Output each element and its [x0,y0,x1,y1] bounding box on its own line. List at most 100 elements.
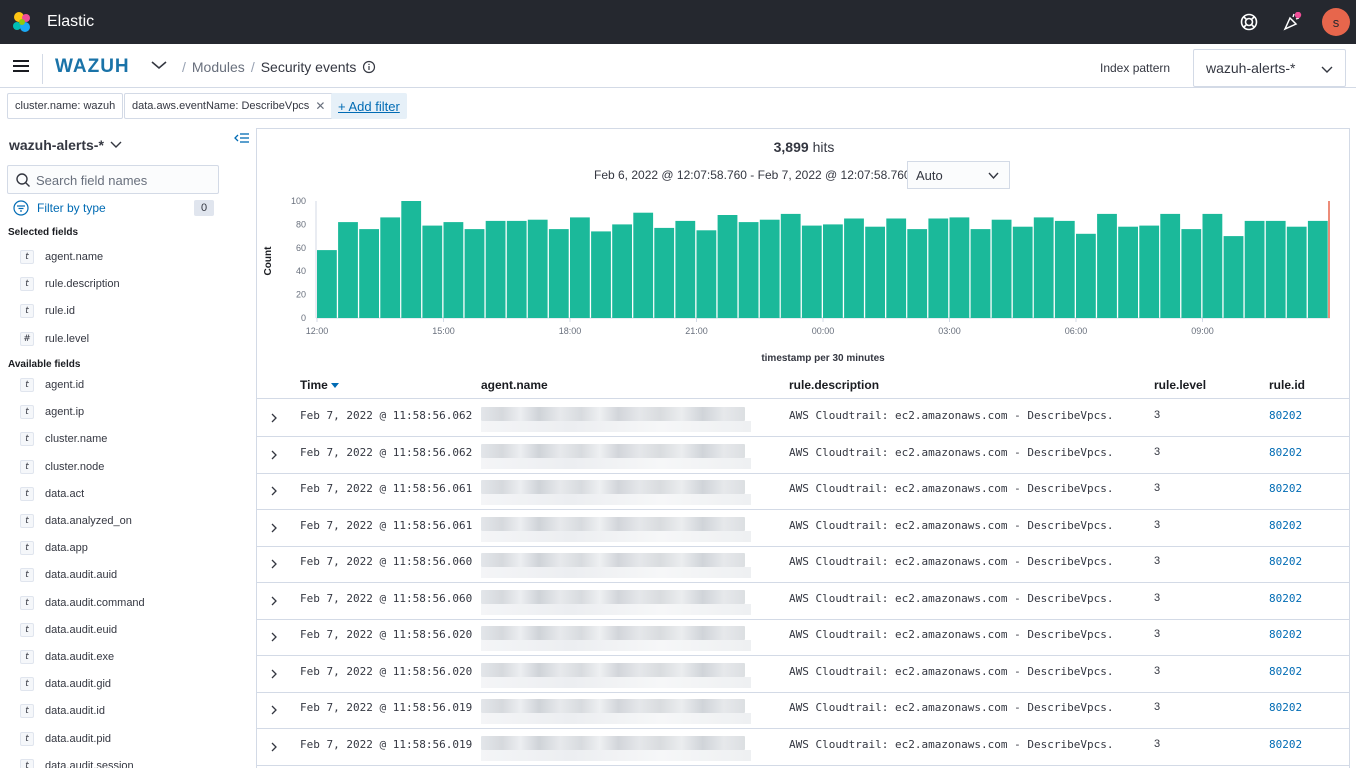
table-row[interactable]: Feb 7, 2022 @ 11:58:56.061 AWS Cloudtrail… [257,473,1349,510]
histogram-bar[interactable] [633,212,654,318]
histogram-bar[interactable] [949,217,970,318]
table-row[interactable]: Feb 7, 2022 @ 11:58:56.060 AWS Cloudtrail… [257,546,1349,583]
field-item[interactable]: t data.audit.exe [20,648,114,666]
chevron-right-icon[interactable] [269,486,279,496]
histogram-bar[interactable] [485,220,506,318]
histogram-bar[interactable] [1076,233,1096,318]
field-item[interactable]: # rule.level [20,330,89,348]
field-item[interactable]: t data.audit.auid [20,566,117,584]
field-item[interactable]: t data.audit.session [20,757,134,768]
field-item[interactable]: t data.app [20,539,88,557]
field-item[interactable]: t agent.id [20,376,84,394]
histogram-bar[interactable] [1286,226,1307,318]
help-icon[interactable] [1239,12,1259,32]
histogram-bar[interactable] [801,225,822,318]
chevron-right-icon[interactable] [269,450,279,460]
histogram-chart[interactable]: 0 20 40 60 80 100 Count 12:00 15:00 18:00 21:00 00:… [257,191,1349,367]
histogram-bar[interactable] [907,229,928,318]
histogram-bar[interactable] [1033,217,1054,318]
table-row[interactable]: Feb 7, 2022 @ 11:58:56.019 AWS Cloudtrail… [257,692,1349,729]
cell-rule-id-link[interactable]: 80202 [1269,628,1303,641]
histogram-bar[interactable] [1160,213,1181,318]
column-rule-id[interactable]: rule.id [1269,378,1306,392]
chevron-right-icon[interactable] [269,705,279,715]
histogram-bar[interactable] [317,250,337,318]
cell-rule-id-link[interactable]: 80202 [1269,555,1303,568]
histogram-bar[interactable] [527,219,548,318]
histogram-bar[interactable] [548,229,569,318]
cell-rule-id-link[interactable]: 80202 [1269,737,1303,751]
table-row[interactable]: Feb 7, 2022 @ 11:58:56.020 AWS Cloudtrail… [257,619,1349,656]
histogram-bar[interactable] [1054,220,1075,318]
histogram-bar[interactable] [1244,220,1265,318]
chevron-right-icon[interactable] [269,413,279,423]
column-time[interactable]: Time [300,378,339,392]
filter-pill-cluster-name[interactable]: cluster.name: wazuh [7,93,124,119]
histogram-bar[interactable] [780,213,801,318]
histogram-bar[interactable] [823,224,843,318]
histogram-bar[interactable] [865,226,885,318]
table-row[interactable]: Feb 7, 2022 @ 11:58:56.060 AWS Cloudtrail… [257,583,1349,620]
histogram-bar[interactable] [570,217,590,318]
histogram-bar[interactable] [612,224,632,318]
histogram-bar[interactable] [591,231,611,318]
histogram-bar[interactable] [1265,220,1286,318]
field-item[interactable]: t rule.description [20,275,120,293]
wazuh-logo[interactable]: WAZUH [55,56,130,77]
cell-rule-id-link[interactable]: 80202 [1269,701,1303,714]
histogram-bar[interactable] [844,218,864,319]
close-icon[interactable]: ✕ [315,99,326,113]
cell-rule-id-link[interactable]: 80202 [1269,445,1303,459]
chevron-right-icon[interactable] [269,669,279,679]
field-item[interactable]: t data.audit.pid [20,730,111,748]
histogram-bar[interactable] [759,219,780,318]
table-row[interactable]: Feb 7, 2022 @ 11:58:56.019 AWS Cloudtrail… [257,729,1349,766]
cell-rule-id-link[interactable]: 80202 [1269,518,1303,532]
histogram-bar[interactable] [1202,213,1223,318]
histogram-bar[interactable] [1181,229,1202,318]
chevron-down-icon[interactable] [150,58,168,72]
chevron-right-icon[interactable] [269,523,279,533]
interval-select[interactable]: Auto [907,161,1010,189]
histogram-bar[interactable] [991,219,1012,318]
histogram-bar[interactable] [401,201,422,318]
sidebar-index-pattern[interactable]: wazuh-alerts-* [9,137,104,153]
field-item[interactable]: t data.audit.command [20,594,145,612]
chevron-right-icon[interactable] [269,596,279,606]
cell-rule-id-link[interactable]: 80202 [1269,482,1303,495]
menu-hamburger-icon[interactable] [12,57,30,75]
histogram-bar[interactable] [717,215,738,318]
histogram-bar[interactable] [696,230,717,319]
field-item[interactable]: t cluster.name [20,430,107,448]
histogram-bar[interactable] [464,229,485,318]
filter-pill-event-name[interactable]: data.aws.eventName: DescribeVpcs ✕ [124,93,334,119]
chevron-right-icon[interactable] [269,742,279,752]
field-item[interactable]: t data.audit.euid [20,621,117,639]
cell-rule-id-link[interactable]: 80202 [1269,409,1303,422]
field-item[interactable]: t cluster.node [20,458,104,476]
column-rule-description[interactable]: rule.description [789,378,880,392]
filter-by-type-button[interactable]: Filter by type [13,200,106,216]
table-row[interactable]: Feb 7, 2022 @ 11:58:56.062 AWS Cloudtrail… [257,400,1349,437]
field-item[interactable]: t agent.ip [20,403,84,421]
elastic-logo-icon[interactable] [10,10,34,34]
histogram-bar[interactable] [1223,236,1244,318]
histogram-bar[interactable] [886,218,907,319]
histogram-bar[interactable] [1012,226,1033,318]
histogram-bar[interactable] [1307,220,1328,318]
user-avatar[interactable]: s [1322,8,1350,36]
histogram-bar[interactable] [1097,213,1117,318]
table-row[interactable]: Feb 7, 2022 @ 11:58:56.062 AWS Cloudtrail… [257,437,1349,474]
sort-down-icon[interactable] [330,383,339,389]
add-filter-button[interactable]: + Add filter [331,93,407,119]
field-item[interactable]: t data.analyzed_on [20,512,132,530]
field-item[interactable]: t data.act [20,485,84,503]
index-pattern-select[interactable]: wazuh-alerts-* [1193,49,1346,87]
histogram-bar[interactable] [1118,226,1138,318]
histogram-bar[interactable] [422,225,443,318]
cell-rule-id-link[interactable]: 80202 [1269,664,1303,678]
histogram-bar[interactable] [506,220,527,318]
histogram-bar[interactable] [654,227,675,318]
histogram-bar[interactable] [928,218,949,319]
histogram-bar[interactable] [359,229,379,318]
